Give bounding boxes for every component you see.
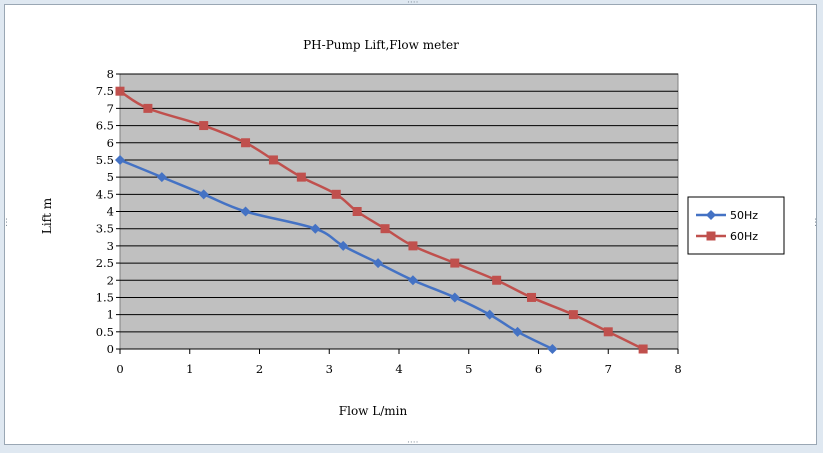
data-point-50Hz-9[interactable] xyxy=(484,309,495,320)
y-tick-label-0: 0 xyxy=(107,342,114,356)
y-axis-label: Lift m xyxy=(40,197,54,234)
y-tick-label-10: 5 xyxy=(107,170,114,184)
y-tick-label-3: 1.5 xyxy=(96,290,114,304)
data-point-60Hz-13[interactable] xyxy=(568,310,578,320)
x-tick-label-3: 3 xyxy=(326,362,333,376)
resize-handle-top[interactable]: ···· xyxy=(407,0,419,8)
data-point-50Hz-11[interactable] xyxy=(547,344,558,354)
data-point-50Hz-4[interactable] xyxy=(310,223,321,234)
y-tick-label-6: 3 xyxy=(107,239,114,253)
x-tick-label-0: 0 xyxy=(116,362,123,376)
legend-label-50Hz: 50Hz xyxy=(730,209,758,222)
data-point-60Hz-15[interactable] xyxy=(638,344,648,354)
data-point-60Hz-8[interactable] xyxy=(380,224,390,234)
y-tick-label-13: 6.5 xyxy=(96,119,114,133)
y-tick-label-14: 7 xyxy=(107,101,114,115)
legend-box xyxy=(687,196,785,255)
series-layer xyxy=(115,86,648,354)
data-point-60Hz-5[interactable] xyxy=(296,172,306,182)
y-tick-label-16: 8 xyxy=(107,67,114,81)
x-tick-label-8: 8 xyxy=(674,362,681,376)
data-point-60Hz-12[interactable] xyxy=(527,292,537,302)
data-point-60Hz-4[interactable] xyxy=(268,155,278,165)
data-point-60Hz-3[interactable] xyxy=(241,138,251,148)
x-tick-label-1: 1 xyxy=(186,362,193,376)
data-point-60Hz-1[interactable] xyxy=(143,103,153,113)
data-point-50Hz-6[interactable] xyxy=(373,258,384,269)
y-tick-label-2: 1 xyxy=(107,308,114,322)
data-point-50Hz-3[interactable] xyxy=(240,206,251,217)
legend-marker-60Hz[interactable] xyxy=(706,231,716,241)
chart-title: PH-Pump Lift,Flow meter xyxy=(303,38,459,52)
x-tick-label-2: 2 xyxy=(256,362,263,376)
series-line-60Hz[interactable] xyxy=(119,90,644,351)
data-point-50Hz-1[interactable] xyxy=(156,172,167,183)
x-tick-label-6: 6 xyxy=(535,362,542,376)
x-axis-ticks: 0 1 2 3 4 5 6 7 8 xyxy=(116,349,682,376)
legend[interactable]: 50Hz 60Hz xyxy=(687,196,785,255)
x-tick-label-5: 5 xyxy=(465,362,472,376)
data-point-60Hz-9[interactable] xyxy=(408,241,418,251)
data-point-60Hz-2[interactable] xyxy=(199,121,209,131)
data-point-60Hz-6[interactable] xyxy=(331,189,341,199)
y-tick-label-11: 5.5 xyxy=(96,153,114,167)
gridlines xyxy=(120,73,678,350)
y-tick-label-5: 2.5 xyxy=(96,256,114,270)
y-tick-label-1: 0.5 xyxy=(96,325,114,339)
data-point-60Hz-0[interactable] xyxy=(115,86,125,96)
x-tick-label-4: 4 xyxy=(395,362,402,376)
chart: PH-Pump Lift,Flow meter 0 1 2 3 4 5 6 7 8 0 0.5 1 1… xyxy=(40,38,785,418)
legend-label-60Hz: 60Hz xyxy=(730,230,758,243)
data-point-50Hz-0[interactable] xyxy=(115,154,125,165)
x-tick-label-7: 7 xyxy=(605,362,612,376)
data-point-60Hz-11[interactable] xyxy=(492,275,502,285)
data-point-60Hz-10[interactable] xyxy=(450,258,460,268)
data-point-50Hz-2[interactable] xyxy=(198,189,209,200)
y-tick-label-8: 4 xyxy=(107,205,114,219)
data-point-50Hz-5[interactable] xyxy=(338,240,349,251)
data-point-50Hz-10[interactable] xyxy=(512,326,523,337)
resize-handle-bottom[interactable]: ···· xyxy=(407,438,419,448)
series-60Hz xyxy=(115,86,648,354)
data-point-50Hz-8[interactable] xyxy=(449,292,460,303)
y-tick-label-12: 6 xyxy=(107,136,114,150)
y-tick-label-7: 3.5 xyxy=(96,222,114,236)
y-tick-label-15: 7.5 xyxy=(96,84,114,98)
series-50Hz xyxy=(115,154,558,354)
data-point-60Hz-7[interactable] xyxy=(352,207,362,216)
y-tick-label-4: 2 xyxy=(107,273,114,287)
y-axis-ticks: 0 0.5 1 1.5 2 2.5 3 3.5 4 4.5 5 5.5 6 6.5 7 7.5 8 xyxy=(96,67,120,356)
y-tick-label-9: 4.5 xyxy=(96,187,114,201)
legend-marker-50Hz[interactable] xyxy=(706,210,716,220)
data-point-60Hz-14[interactable] xyxy=(603,327,613,337)
x-axis-label: Flow L/min xyxy=(339,404,408,418)
data-point-50Hz-7[interactable] xyxy=(407,275,418,286)
